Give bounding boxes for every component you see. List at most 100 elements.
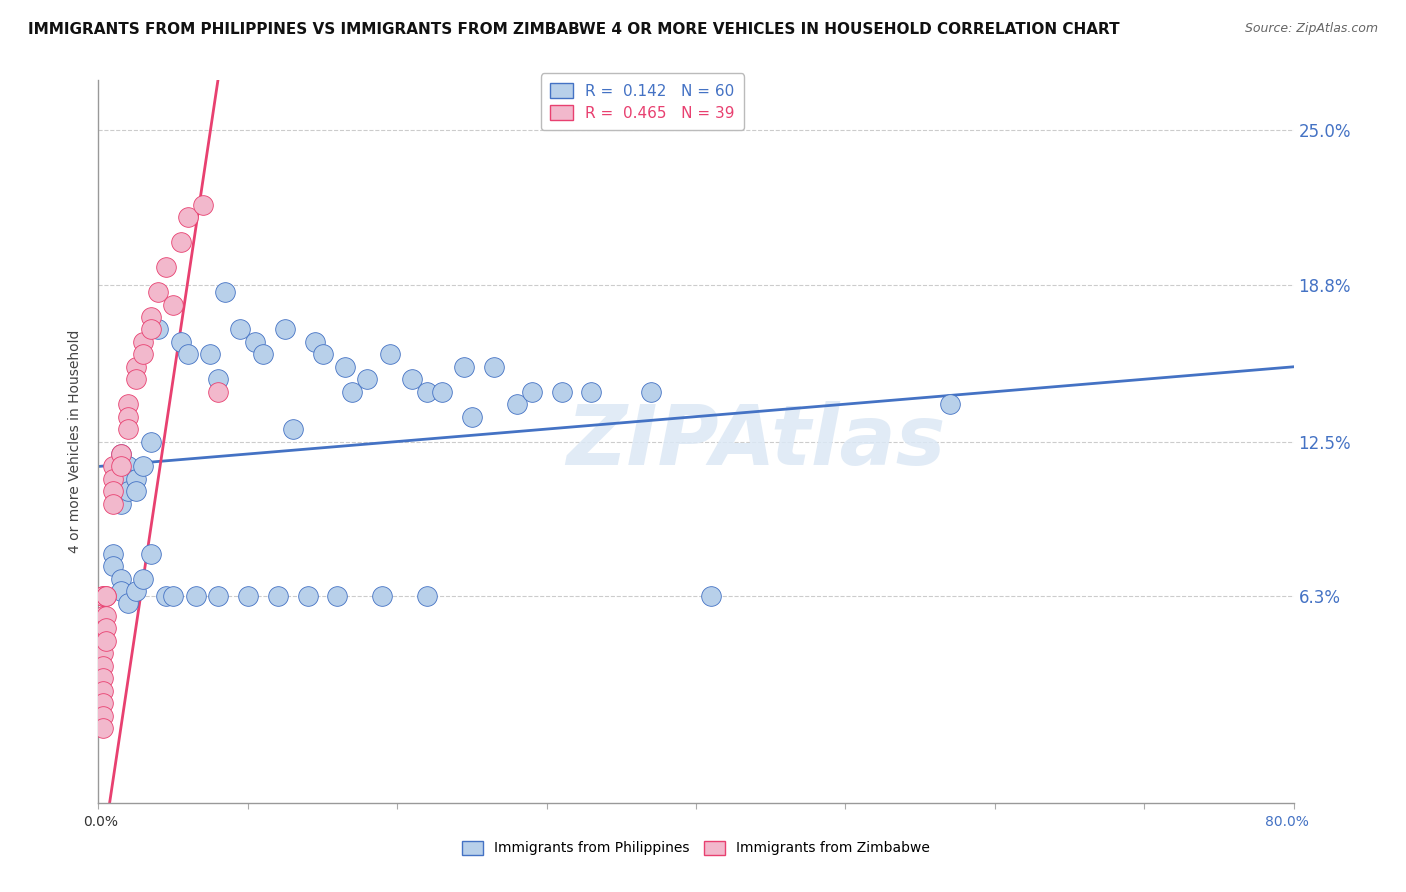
Point (581, 384, 603, 399)
Point (281, 422, 304, 436)
Point (236, 589, 259, 603)
Point (125, 359, 148, 374)
Point (94, 621, 117, 635)
Point (207, 372, 229, 386)
Point (132, 347, 155, 361)
Point (207, 589, 229, 603)
Point (326, 589, 349, 603)
Point (103, 459, 125, 474)
Text: ZIPAtlas: ZIPAtlas (567, 401, 945, 482)
Point (117, 472, 139, 486)
Point (91, 589, 114, 603)
Point (117, 422, 139, 436)
Point (139, 310, 162, 324)
Point (91, 721, 114, 735)
Point (700, 589, 723, 603)
Point (103, 559, 125, 574)
Point (91, 609, 114, 624)
Legend: Immigrants from Philippines, Immigrants from Zimbabwe: Immigrants from Philippines, Immigrants … (457, 835, 935, 861)
Point (91, 708, 114, 723)
Point (430, 384, 453, 399)
Point (117, 484, 139, 499)
Point (91, 589, 114, 603)
Point (378, 347, 401, 361)
Point (91, 646, 114, 660)
Point (155, 260, 177, 274)
Point (304, 334, 326, 349)
Point (200, 347, 222, 361)
Point (274, 322, 297, 336)
Point (184, 589, 207, 603)
Point (91, 671, 114, 685)
Point (94, 589, 117, 603)
Point (207, 384, 229, 399)
Point (297, 589, 319, 603)
Point (110, 572, 132, 586)
Point (453, 359, 475, 374)
Point (91, 658, 114, 673)
Point (401, 372, 423, 386)
Point (520, 384, 543, 399)
Point (139, 547, 162, 561)
Point (110, 484, 132, 499)
Point (640, 384, 662, 399)
Point (169, 334, 191, 349)
Point (110, 459, 132, 474)
Point (94, 589, 117, 603)
Point (177, 211, 200, 225)
Point (117, 409, 139, 424)
Point (132, 572, 155, 586)
Point (148, 322, 170, 336)
Point (117, 597, 139, 611)
Point (139, 322, 162, 336)
Point (416, 384, 439, 399)
Point (94, 633, 117, 648)
Point (110, 447, 132, 461)
Point (333, 359, 356, 374)
Point (125, 584, 148, 599)
Point (132, 334, 155, 349)
Text: Source: ZipAtlas.com: Source: ZipAtlas.com (1244, 22, 1378, 36)
Point (371, 589, 394, 603)
Point (550, 384, 572, 399)
Point (416, 589, 439, 603)
Point (91, 683, 114, 698)
Point (461, 409, 484, 424)
Point (103, 472, 125, 486)
Point (110, 584, 132, 599)
Point (191, 198, 214, 212)
Text: IMMIGRANTS FROM PHILIPPINES VS IMMIGRANTS FROM ZIMBABWE 4 OR MORE VEHICLES IN HO: IMMIGRANTS FROM PHILIPPINES VS IMMIGRANT… (28, 22, 1119, 37)
Point (162, 297, 184, 311)
Point (103, 484, 125, 499)
Point (110, 497, 132, 511)
Point (125, 372, 148, 386)
Point (939, 397, 962, 411)
Point (148, 285, 170, 299)
Point (267, 589, 290, 603)
Point (177, 347, 200, 361)
Point (169, 235, 191, 250)
Point (125, 484, 148, 499)
Point (139, 434, 162, 449)
Point (155, 589, 177, 603)
Point (125, 472, 148, 486)
Point (506, 397, 529, 411)
Point (103, 547, 125, 561)
Point (110, 459, 132, 474)
Point (311, 347, 333, 361)
Point (91, 696, 114, 710)
Point (110, 472, 132, 486)
Point (245, 334, 267, 349)
Point (484, 359, 506, 374)
Point (110, 447, 132, 461)
Text: 80.0%: 80.0% (1264, 815, 1309, 830)
Text: 0.0%: 0.0% (83, 815, 118, 830)
Point (252, 347, 274, 361)
Point (94, 609, 117, 624)
Point (132, 459, 155, 474)
Point (214, 285, 236, 299)
Point (91, 621, 114, 635)
Point (103, 497, 125, 511)
Point (117, 459, 139, 474)
Y-axis label: 4 or more Vehicles in Household: 4 or more Vehicles in Household (69, 330, 83, 553)
